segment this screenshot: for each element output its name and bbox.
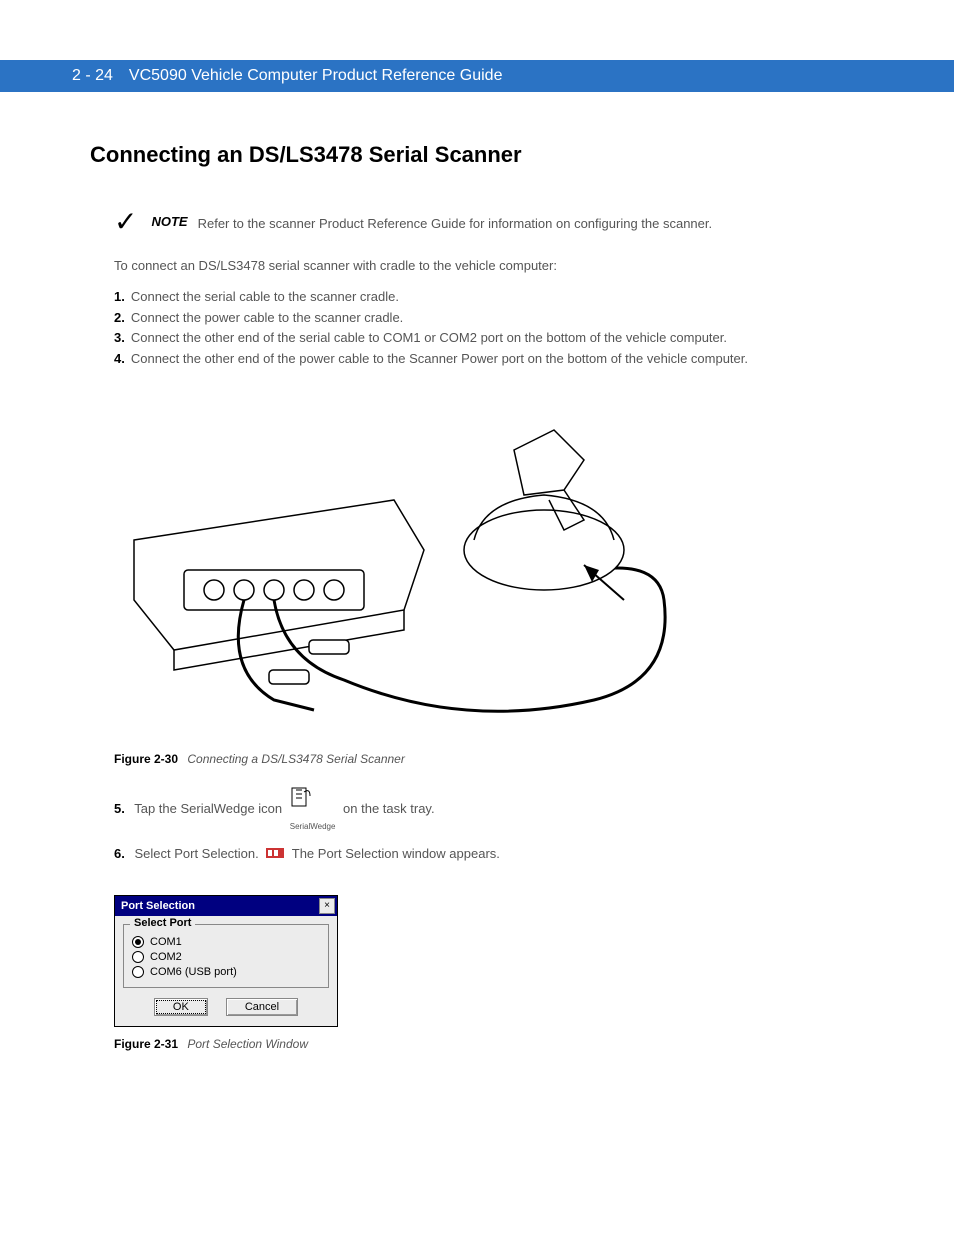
step-4: Connect the other end of the power cable… [131,351,748,366]
step-2: Connect the power cable to the scanner c… [131,310,403,325]
check-icon: ✓ [114,208,137,236]
dialog-titlebar[interactable]: Port Selection × [115,896,337,916]
select-port-group: Select Port COM1 COM2 COM6 (USB port) [123,924,329,988]
taskbar-icon [266,844,284,865]
figure-2-number: Figure 2-31 [114,1037,178,1051]
step-list-1: 1.Connect the serial cable to the scanne… [114,287,874,370]
step-6: 6. Select Port Selection. The Port Selec… [114,844,874,865]
figure-1-number: Figure 2-30 [114,752,178,766]
note-block: ✓ NOTE Refer to the scanner Product Refe… [114,208,874,236]
radio-com6[interactable]: COM6 (USB port) [132,966,320,978]
radio-com1[interactable]: COM1 [132,936,320,948]
figure-1-title: Connecting a DS/LS3478 Serial Scanner [187,752,404,766]
figure-1-illustration [114,400,694,740]
port-selection-dialog: Port Selection × Select Port COM1 COM2 C… [114,895,338,1027]
section-title: Connecting an DS/LS3478 Serial Scanner [90,142,874,168]
close-button[interactable]: × [319,898,335,914]
step-3: Connect the other end of the serial cabl… [131,330,727,345]
note-label: NOTE [151,208,187,229]
step-5: 5. Tap the SerialWedge icon SerialWedge … [114,786,874,834]
page-header: 2 - 24 VC5090 Vehicle Computer Product R… [0,60,954,92]
ok-button[interactable]: OK [154,998,208,1016]
dialog-title: Port Selection [121,900,195,912]
page-number: 2 - 24 [72,67,113,85]
fieldset-legend: Select Port [130,917,195,929]
radio-com2[interactable]: COM2 [132,951,320,963]
figure-1-caption: Figure 2-30 Connecting a DS/LS3478 Seria… [114,752,874,766]
serialwedge-icon: SerialWedge [290,786,336,834]
page-content: Connecting an DS/LS3478 Serial Scanner ✓… [0,92,954,1111]
cancel-button[interactable]: Cancel [226,998,298,1016]
note-text: Refer to the scanner Product Reference G… [198,208,713,234]
figure-2-caption: Figure 2-31 Port Selection Window [114,1037,874,1051]
doc-title: VC5090 Vehicle Computer Product Referenc… [129,67,503,85]
intro-text: To connect an DS/LS3478 serial scanner w… [114,256,874,277]
step-1: Connect the serial cable to the scanner … [131,289,399,304]
figure-2-title: Port Selection Window [187,1037,308,1051]
